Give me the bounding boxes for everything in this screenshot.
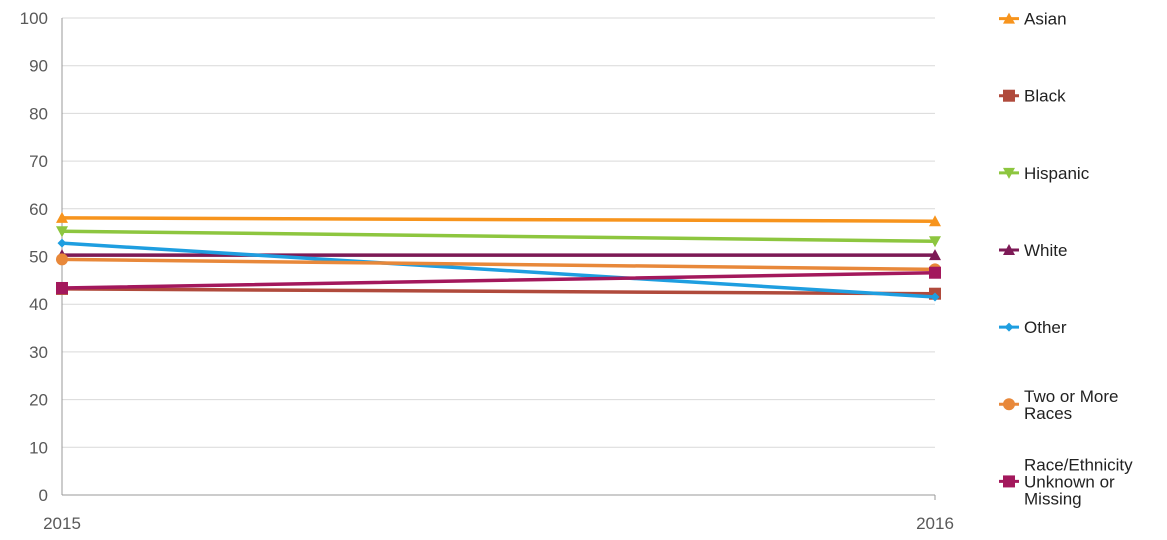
y-tick-label: 90	[29, 57, 48, 76]
legend-label: Asian	[1024, 10, 1067, 29]
series-hispanic	[56, 226, 941, 248]
data-point	[929, 249, 941, 261]
legend-label: Black	[1024, 87, 1066, 106]
legend-item: Asian	[999, 10, 1067, 29]
axes: 0 10 20 30 40 50 60 70 80 90 100 2015 2016	[20, 9, 954, 533]
legend-label: Race/Ethnicity Unknown or Missing	[1024, 455, 1133, 508]
series-line	[60, 287, 937, 296]
y-tick-label: 40	[29, 295, 48, 314]
y-tick-label: 50	[29, 248, 48, 267]
series-line	[60, 257, 937, 272]
data-point	[930, 292, 940, 302]
data-point	[929, 266, 941, 279]
legend-marker	[1003, 398, 1015, 411]
data-point	[57, 238, 67, 248]
y-tick-label: 100	[20, 9, 48, 28]
y-tick-label: 60	[29, 200, 48, 219]
data-point	[929, 236, 941, 248]
data-point	[56, 226, 68, 238]
series-race-ethnicity-unknown-or-missing	[56, 266, 941, 294]
y-tick-label: 10	[29, 438, 48, 457]
y-tick-label: 0	[39, 486, 48, 505]
series-line	[60, 229, 937, 243]
series-lines	[56, 211, 941, 302]
data-point	[56, 253, 68, 266]
x-tick-label: 2015	[43, 514, 81, 533]
series-asian	[56, 211, 941, 227]
legend-item: Hispanic	[999, 164, 1090, 183]
legend-label: Hispanic	[1024, 164, 1090, 183]
x-tick-label: 2016	[916, 514, 954, 533]
series-line	[60, 270, 937, 290]
legend-marker	[1004, 322, 1014, 332]
legend-item: White	[999, 241, 1067, 260]
y-tick-label: 30	[29, 343, 48, 362]
legend-marker	[1003, 244, 1015, 255]
legend-marker	[1003, 475, 1015, 488]
legend-marker	[1003, 167, 1015, 179]
data-point	[56, 211, 68, 223]
series-other	[57, 238, 940, 302]
y-tick-label: 70	[29, 152, 48, 171]
data-point	[56, 281, 68, 294]
legend-label: White	[1024, 241, 1067, 260]
legend: Asian Black Hispanic White Other Two or More R…	[999, 10, 1133, 508]
legend-marker	[1003, 89, 1015, 102]
legend-item: Race/Ethnicity Unknown or Missing	[999, 455, 1133, 508]
legend-label: Two or More Races	[1024, 387, 1118, 423]
series-line	[60, 216, 937, 223]
y-tick-label: 80	[29, 104, 48, 123]
legend-item: Black	[999, 87, 1066, 106]
legend-item: Other	[999, 318, 1067, 337]
legend-item: Two or More Races	[999, 387, 1118, 423]
legend-marker	[1003, 12, 1015, 24]
series-line	[60, 241, 937, 299]
legend-label: Other	[1024, 318, 1067, 337]
y-tick-label: 20	[29, 391, 48, 410]
data-point	[929, 215, 941, 227]
